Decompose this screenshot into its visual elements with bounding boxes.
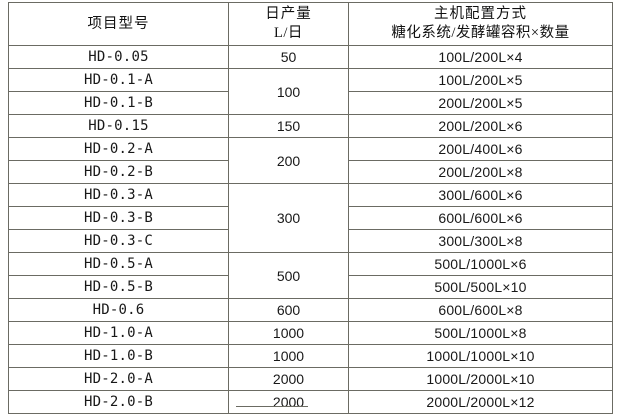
table-body: HD-0.05 50 100L/200L×4 HD-0.1-A 100 100L/200L… — [8, 45, 613, 414]
cell-configuration: 200L/200L×5 — [348, 91, 613, 115]
cell-daily-output: 2000 — [228, 390, 349, 414]
cell-model: HD-0.2-A — [8, 137, 229, 161]
cell-model: HD-0.1-B — [8, 91, 229, 115]
cell-daily-output: 2000 — [228, 367, 349, 391]
table-row: HD-2.0-B 2000 2000L/2000L×12 — [8, 390, 613, 414]
cell-configuration: 200L/200L×6 — [348, 114, 613, 138]
cell-configuration: 1000L/2000L×10 — [348, 367, 613, 391]
cell-model: HD-0.3-B — [8, 206, 229, 230]
cell-model: HD-2.0-B — [8, 390, 229, 414]
cell-daily-output: 100 — [228, 68, 349, 115]
cell-model: HD-1.0-B — [8, 344, 229, 368]
cell-model: HD-1.0-A — [8, 321, 229, 345]
table-row: HD-1.0-A 1000 500L/1000L×8 — [8, 321, 613, 345]
table-row: HD-0.15 150 200L/200L×6 — [8, 114, 613, 138]
table-header: 项目型号 日产量 L/日 主机配置方式 糖化系统/发酵罐容积×数量 — [8, 2, 613, 46]
cell-daily-output: 1000 — [228, 344, 349, 368]
cell-configuration: 200L/200L×8 — [348, 160, 613, 184]
cell-configuration: 100L/200L×5 — [348, 68, 613, 92]
column-header-output-line1: 日产量 — [265, 6, 312, 22]
cell-model: HD-0.6 — [8, 298, 229, 322]
table-row: HD-0.5-A 500 500L/1000L×6 — [8, 252, 613, 299]
cell-configuration: 300L/300L×8 — [348, 229, 613, 253]
column-header-model: 项目型号 — [8, 2, 229, 46]
table-row: HD-0.5-B 500L/500L×10 — [8, 275, 613, 299]
column-header-config: 主机配置方式 糖化系统/发酵罐容积×数量 — [348, 2, 613, 46]
table-row: HD-0.05 50 100L/200L×4 — [8, 45, 613, 69]
table-row: HD-0.6 600 600L/600L×8 — [8, 298, 613, 322]
cell-configuration: 500L/500L×10 — [348, 275, 613, 299]
column-header-config-line1: 主机配置方式 — [434, 6, 527, 22]
column-header-config-line2: 糖化系统/发酵罐容积×数量 — [391, 25, 570, 41]
cell-model: HD-0.5-B — [8, 275, 229, 299]
column-header-output: 日产量 L/日 — [228, 2, 349, 46]
cell-daily-output: 500 — [228, 252, 349, 299]
table-row: HD-0.3-C 300L/300L×8 — [8, 229, 613, 253]
cell-model: HD-0.3-A — [8, 183, 229, 207]
cell-model: HD-0.15 — [8, 114, 229, 138]
cell-model: HD-0.3-C — [8, 229, 229, 253]
cell-configuration: 600L/600L×6 — [348, 206, 613, 230]
cell-model: HD-2.0-A — [8, 367, 229, 391]
column-header-output-line2: L/日 — [274, 25, 303, 41]
cell-configuration: 100L/200L×4 — [348, 45, 613, 69]
specification-table: 项目型号 日产量 L/日 主机配置方式 糖化系统/发酵罐容积×数量 HD-0.0… — [8, 2, 613, 414]
cell-configuration: 500L/1000L×6 — [348, 252, 613, 276]
cell-daily-output: 200 — [228, 137, 349, 184]
table-row: HD-0.2-A 200 200L/400L×6 — [8, 137, 613, 184]
cell-model: HD-0.05 — [8, 45, 229, 69]
table-bottom-edge-stub — [236, 406, 308, 407]
table-row: HD-2.0-A 2000 1000L/2000L×10 — [8, 367, 613, 391]
cell-model: HD-0.1-A — [8, 68, 229, 92]
table-row: HD-0.2-B 200L/200L×8 — [8, 160, 613, 184]
column-header-model-line1: 项目型号 — [87, 15, 150, 32]
table-row: HD-1.0-B 1000 1000L/1000L×10 — [8, 344, 613, 368]
cell-configuration: 200L/400L×6 — [348, 137, 613, 161]
cell-configuration: 500L/1000L×8 — [348, 321, 613, 345]
cell-model: HD-0.5-A — [8, 252, 229, 276]
cell-daily-output: 600 — [228, 298, 349, 322]
cell-model: HD-0.2-B — [8, 160, 229, 184]
table-row: HD-0.1-A 100 100L/200L×5 — [8, 68, 613, 115]
table-header-row: 项目型号 日产量 L/日 主机配置方式 糖化系统/发酵罐容积×数量 — [8, 2, 613, 46]
cell-configuration: 300L/600L×6 — [348, 183, 613, 207]
cell-daily-output: 1000 — [228, 321, 349, 345]
specification-table-container: 项目型号 日产量 L/日 主机配置方式 糖化系统/发酵罐容积×数量 HD-0.0… — [8, 2, 613, 414]
cell-daily-output: 300 — [228, 183, 349, 253]
cell-configuration: 2000L/2000L×12 — [348, 390, 613, 414]
cell-configuration: 600L/600L×8 — [348, 298, 613, 322]
table-row: HD-0.3-A 300 300L/600L×6 — [8, 183, 613, 253]
cell-daily-output: 50 — [228, 45, 349, 69]
cell-configuration: 1000L/1000L×10 — [348, 344, 613, 368]
cell-daily-output: 150 — [228, 114, 349, 138]
